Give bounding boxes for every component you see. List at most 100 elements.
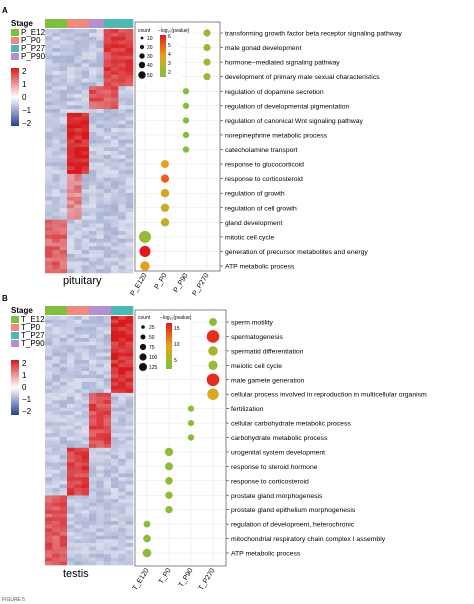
b-heat-cell — [45, 477, 53, 482]
b-heat-cell — [103, 433, 112, 438]
a-heat-cell — [89, 219, 97, 224]
b-heat-cell — [103, 411, 112, 416]
a-dot — [160, 203, 170, 212]
a-heat-cell — [103, 265, 112, 270]
a-heat-cell — [103, 32, 112, 37]
a-heat-cell — [89, 93, 97, 98]
b-heat-cell — [89, 499, 97, 504]
stage-label-t-p0: T_P0 — [21, 323, 41, 332]
b-heat-cell — [45, 334, 53, 339]
b-heat-cell — [52, 451, 60, 456]
a-heat-cell — [74, 223, 82, 228]
a-heat-cell — [81, 177, 90, 182]
panel-b-stage-legend: Stage T_E120 T_P0 T_P270 T_P90 — [11, 306, 50, 348]
panel-a-p-tick-3: 3 — [168, 61, 171, 67]
b-term-label: prostate gland epithelium morphogenesis — [231, 507, 356, 514]
a-heat-cell — [67, 78, 75, 83]
b-heat-cell — [118, 363, 126, 368]
b-heat-cell — [89, 348, 97, 353]
b-heat-cell — [125, 326, 134, 331]
b-heat-cell — [125, 436, 134, 441]
a-stage-bar-seg — [96, 19, 104, 28]
b-heat-cell — [111, 506, 119, 511]
a-heat-cell — [81, 265, 90, 270]
a-heat-cell — [125, 105, 134, 110]
a-heat-cell — [103, 185, 112, 190]
b-heat-cell — [125, 495, 134, 500]
b-heat-cell — [67, 495, 75, 500]
a-heat-cell — [67, 128, 75, 133]
a-heat-cell — [74, 70, 82, 76]
b-heat-cell — [103, 392, 112, 397]
b-heat-cell — [67, 418, 75, 423]
panel-b-count-dot-4 — [139, 353, 147, 361]
a-heat-cell — [89, 51, 97, 56]
a-heat-cell — [59, 32, 68, 37]
a-heat-cell — [103, 63, 112, 68]
a-heat-cell — [45, 192, 53, 198]
b-heat-cell — [45, 546, 53, 551]
b-heat-cell — [52, 491, 60, 496]
a-heat-cell — [67, 219, 75, 224]
b-dot — [206, 330, 220, 343]
b-heat-cell — [96, 469, 104, 474]
a-heat-cell — [59, 223, 68, 228]
b-heat-cell — [52, 535, 60, 540]
panel-a-term-labels: transforming growth factor beta receptor… — [225, 31, 402, 271]
b-heat-cell — [118, 411, 126, 416]
a-term-label: hormone−mediated signaling pathway — [225, 60, 340, 67]
a-heat-cell — [52, 185, 60, 190]
a-heat-cell — [74, 86, 82, 91]
a-heat-cell — [67, 40, 75, 45]
b-heat-cell — [118, 491, 126, 496]
b-heat-cell — [111, 381, 119, 386]
a-heat-cell — [103, 40, 112, 45]
b-heat-cell — [74, 543, 82, 547]
b-heat-cell — [111, 447, 119, 452]
a-heat-cell — [45, 212, 53, 217]
b-heat-cell — [67, 403, 75, 408]
a-heat-cell — [81, 55, 90, 60]
b-heat-cell — [103, 499, 112, 504]
a-heat-cell — [81, 257, 90, 262]
a-heat-cell — [59, 162, 68, 167]
b-heat-cell — [45, 418, 53, 423]
a-heat-cell — [96, 154, 104, 159]
b-heat-cell — [67, 392, 75, 397]
b-heat-cell — [59, 345, 68, 350]
b-heat-cell — [96, 411, 104, 416]
a-heat-cell — [103, 74, 112, 79]
a-heat-cell — [125, 82, 134, 87]
a-heat-cell — [89, 147, 97, 152]
a-heat-cell — [111, 36, 119, 41]
panel-b-tissue-label: testis — [63, 568, 89, 580]
b-heat-cell — [118, 469, 126, 474]
b-heat-cell — [89, 422, 97, 427]
a-heat-cell — [45, 246, 53, 251]
a-heat-cell — [67, 231, 75, 236]
b-heat-cell — [125, 323, 134, 328]
b-heat-cell — [125, 407, 134, 412]
a-heat-cell — [118, 227, 126, 232]
b-term-label: sperm motility — [231, 320, 274, 327]
b-dot — [208, 360, 218, 370]
panel-b-count-val-1: 25 — [149, 325, 155, 331]
a-heat-cell — [52, 143, 60, 148]
b-heat-cell — [89, 506, 97, 511]
b-heat-cell — [111, 484, 119, 489]
b-heat-cell — [118, 440, 126, 445]
b-heat-cell — [74, 385, 82, 390]
a-heat-cell — [89, 70, 97, 76]
b-heat-cell — [111, 374, 119, 379]
b-heat-cell — [96, 381, 104, 386]
a-heat-cell — [89, 177, 97, 182]
a-heat-cell — [81, 86, 90, 91]
a-heat-cell — [96, 109, 104, 114]
b-heat-cell — [103, 554, 112, 558]
a-heat-cell — [81, 234, 90, 239]
a-heat-cell — [81, 212, 90, 217]
a-heat-cell — [59, 238, 68, 243]
b-heat-cell — [89, 539, 97, 544]
a-heat-cell — [103, 109, 112, 114]
a-heat-cell — [111, 227, 119, 232]
